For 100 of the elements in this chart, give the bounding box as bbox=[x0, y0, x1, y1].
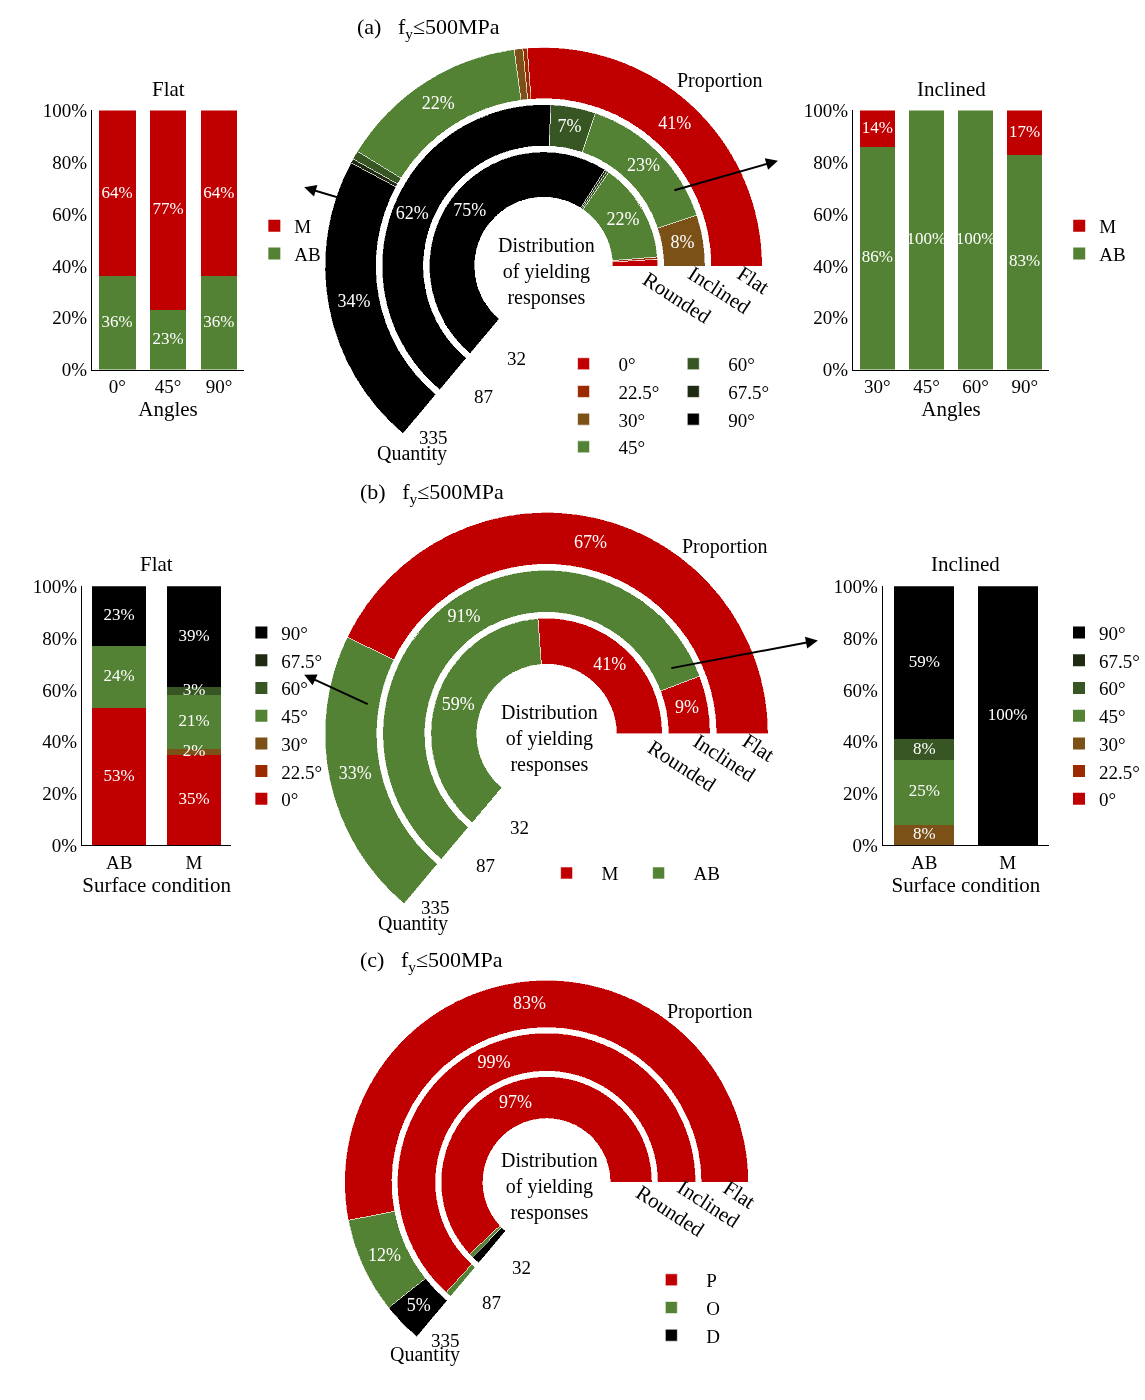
data-label: 23% bbox=[152, 328, 184, 348]
legend-label: D bbox=[706, 1325, 721, 1347]
data-label: 24% bbox=[103, 666, 135, 686]
data-label: 23% bbox=[103, 605, 135, 625]
legend-label: 45° bbox=[281, 706, 308, 728]
y-tick-label: 100% bbox=[42, 100, 88, 122]
chart-title: (c) f$_{y}$≤500MPa bbox=[360, 947, 503, 975]
text: 87 bbox=[474, 386, 493, 407]
data-label: 8% bbox=[670, 232, 695, 253]
x-tick-label: M bbox=[185, 852, 203, 874]
data-label: 34% bbox=[337, 291, 371, 312]
data-label: 67% bbox=[573, 531, 607, 552]
data-label: 91% bbox=[447, 606, 481, 627]
x-axis-title: Surface condition bbox=[891, 873, 1041, 898]
bar bbox=[859, 146, 895, 370]
data-label: 41% bbox=[593, 654, 627, 675]
y-tick-label: 20% bbox=[813, 307, 849, 329]
y-tick-label: 80% bbox=[52, 151, 88, 173]
legend-label: 22.5° bbox=[1099, 761, 1140, 783]
legend-label: 45° bbox=[618, 437, 646, 459]
data-label: 33% bbox=[338, 763, 372, 784]
legend-label: 0° bbox=[1099, 789, 1117, 811]
y-tick-label: 0% bbox=[61, 359, 88, 381]
legend-label: 45° bbox=[1099, 706, 1126, 728]
data-label: 9% bbox=[675, 696, 699, 717]
data-label: 100% bbox=[987, 705, 1028, 725]
data-label: 12% bbox=[368, 1245, 402, 1266]
data-label: 35% bbox=[178, 789, 210, 809]
data-label: 25% bbox=[908, 781, 940, 801]
legend-label: 22.5° bbox=[281, 761, 323, 783]
text: 32 bbox=[507, 348, 526, 369]
legend-label: 67.5° bbox=[281, 650, 323, 672]
bar bbox=[1007, 154, 1043, 370]
y-tick-label: 80% bbox=[843, 627, 879, 649]
text: 87 bbox=[482, 1292, 501, 1313]
y-tick-label: 0% bbox=[822, 359, 849, 381]
y-tick-label: 20% bbox=[42, 783, 78, 805]
x-tick-label: 45° bbox=[913, 376, 940, 398]
bar bbox=[149, 110, 187, 310]
legend-label: O bbox=[706, 1297, 721, 1319]
data-label: 36% bbox=[203, 312, 235, 332]
data-label: 41% bbox=[658, 113, 692, 134]
y-tick-label: 0% bbox=[51, 834, 78, 856]
text: 87 bbox=[476, 855, 495, 876]
text: Distribution of yielding responses bbox=[498, 234, 595, 309]
legend-label: 67.5° bbox=[1099, 650, 1140, 672]
text: Proportion bbox=[677, 69, 763, 92]
bar bbox=[908, 110, 945, 370]
data-label: 7% bbox=[557, 116, 582, 137]
x-axis-title: Angles bbox=[138, 397, 198, 422]
legend-label: 0° bbox=[618, 354, 636, 376]
data-label: 8% bbox=[912, 738, 936, 758]
data-label: 83% bbox=[513, 993, 547, 1014]
data-label: 86% bbox=[861, 247, 893, 267]
chart-title: Inclined bbox=[917, 77, 987, 101]
y-tick-label: 40% bbox=[843, 731, 879, 753]
text: Distribution of yielding responses bbox=[501, 701, 598, 776]
data-label: 100% bbox=[955, 229, 996, 249]
legend-label: 0° bbox=[281, 789, 299, 811]
x-tick-label: AB bbox=[105, 852, 133, 874]
y-tick-label: 60% bbox=[52, 203, 88, 225]
y-tick-label: 20% bbox=[52, 307, 88, 329]
data-label: 53% bbox=[103, 765, 135, 785]
y-tick-label: 40% bbox=[813, 255, 849, 277]
x-tick-label: 30° bbox=[864, 376, 891, 398]
legend-label: P bbox=[706, 1270, 717, 1292]
x-tick-label: 0° bbox=[108, 376, 126, 398]
data-label: 5% bbox=[406, 1295, 431, 1316]
chart-title: Flat bbox=[140, 552, 173, 576]
legend-label: AB bbox=[1099, 243, 1126, 265]
data-label: 14% bbox=[861, 117, 893, 137]
y-tick-label: 80% bbox=[813, 151, 849, 173]
legend-label: 90° bbox=[728, 409, 755, 431]
data-label: 100% bbox=[906, 229, 947, 249]
y-tick-label: 40% bbox=[42, 731, 78, 753]
x-tick-label: 45° bbox=[154, 376, 182, 398]
y-tick-label: 60% bbox=[843, 679, 879, 701]
legend-label: 67.5° bbox=[728, 381, 770, 403]
x-tick-label: M bbox=[999, 852, 1017, 874]
bar bbox=[200, 110, 238, 277]
legend-label: 30° bbox=[1099, 733, 1126, 755]
x-tick-label: 90° bbox=[205, 376, 233, 398]
x-axis-title: Angles bbox=[921, 397, 981, 422]
data-label: 77% bbox=[152, 199, 184, 219]
bar bbox=[92, 645, 147, 708]
data-label: 59% bbox=[908, 651, 940, 671]
data-label: 64% bbox=[203, 182, 235, 202]
legend-label: AB bbox=[294, 243, 321, 265]
bar bbox=[894, 759, 955, 825]
bar bbox=[200, 276, 238, 370]
chart-title: (a) f$_{y}$≤500MPa bbox=[357, 14, 500, 42]
chart-title: Flat bbox=[152, 77, 185, 101]
legend-label: M bbox=[1099, 216, 1117, 238]
text: Proportion bbox=[682, 535, 768, 558]
x-tick-label: 90° bbox=[1011, 376, 1038, 398]
data-label: 83% bbox=[1009, 251, 1041, 271]
data-label: 97% bbox=[498, 1091, 532, 1112]
data-label: 22% bbox=[606, 208, 640, 229]
bar bbox=[98, 110, 136, 277]
data-label: 21% bbox=[178, 711, 210, 731]
